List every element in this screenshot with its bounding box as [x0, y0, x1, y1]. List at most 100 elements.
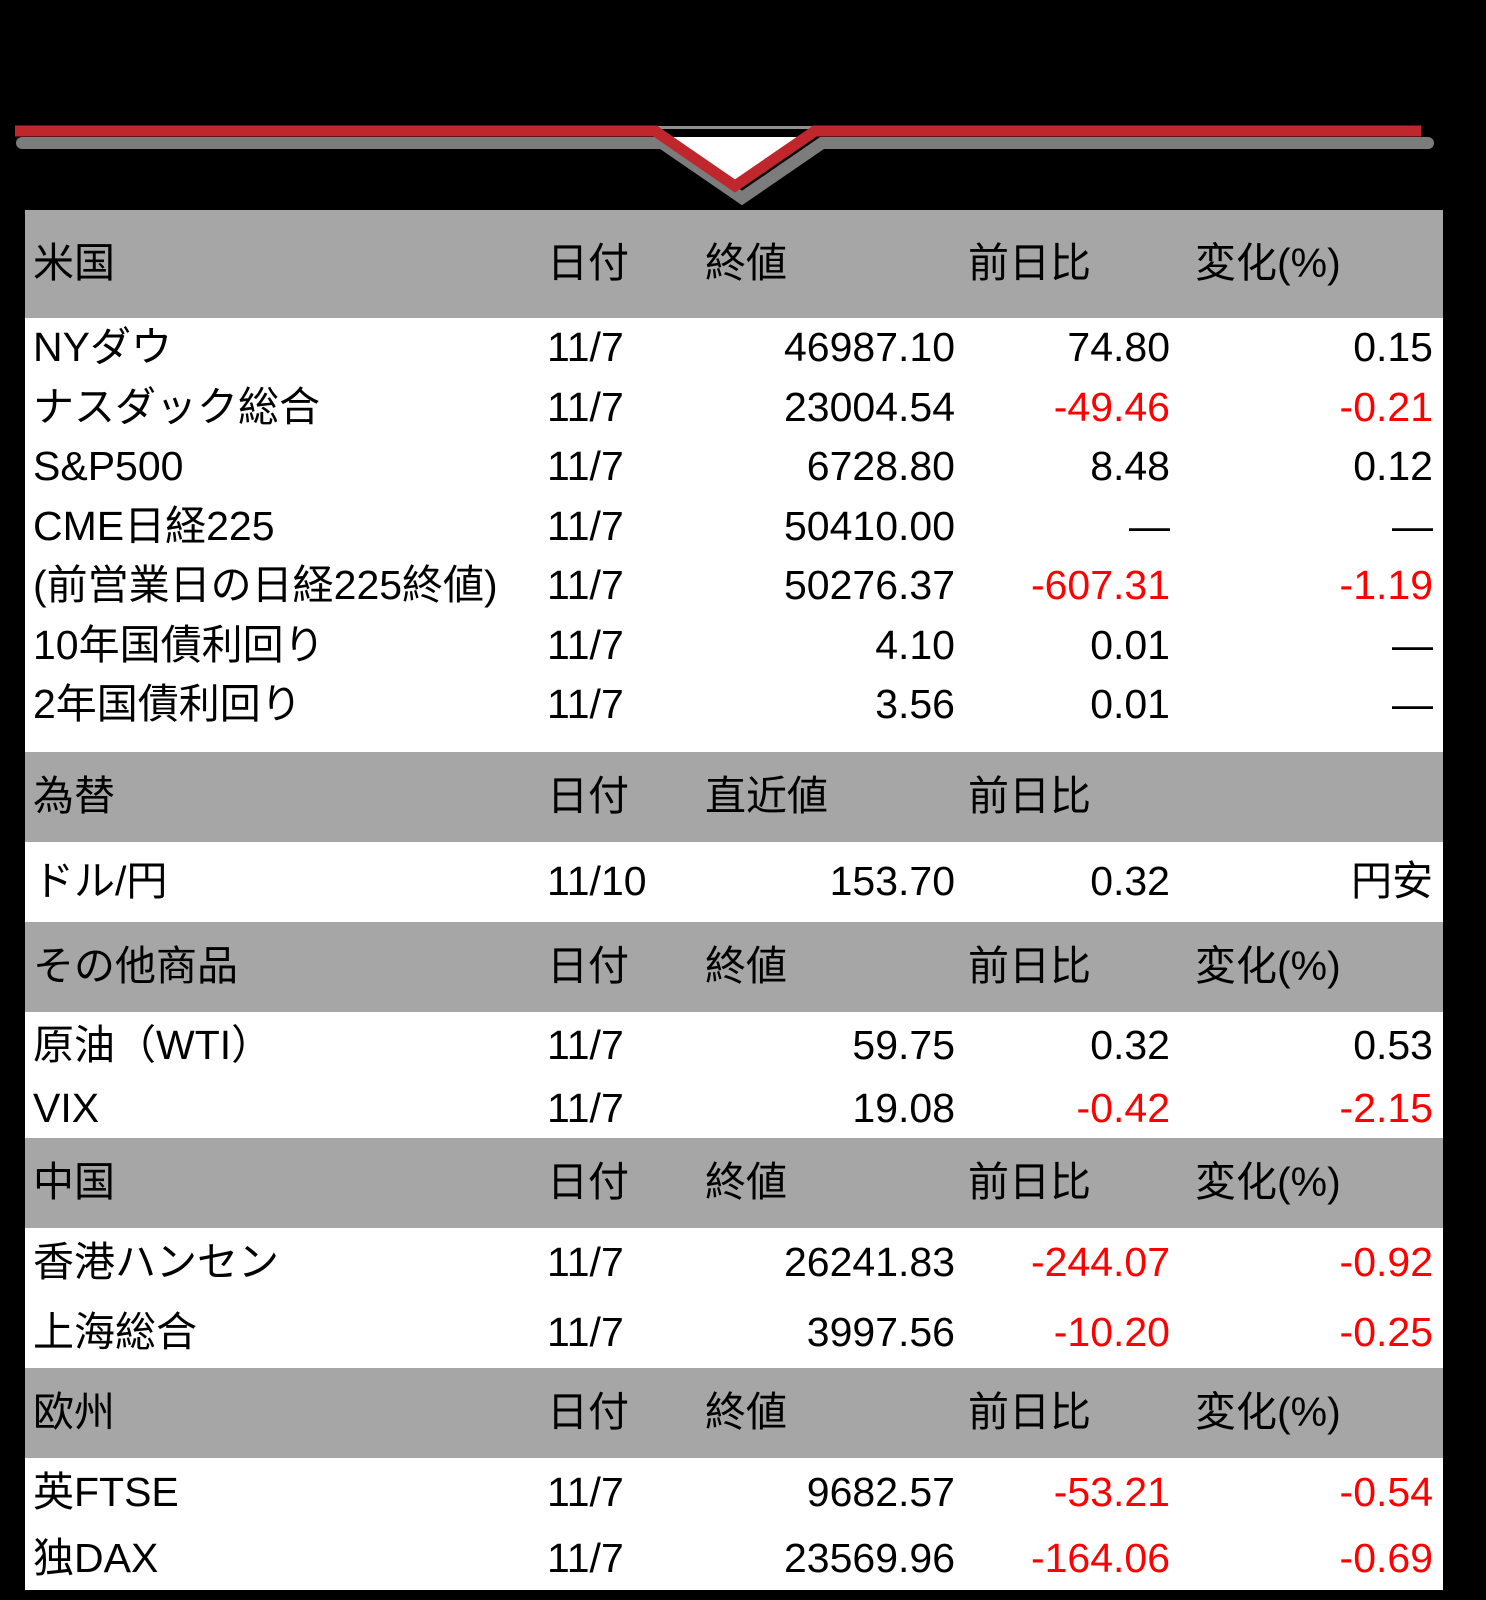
date-cell: 11/7: [547, 502, 624, 549]
pct-cell: -0.21: [1339, 383, 1433, 430]
col-header-date: 日付: [547, 240, 629, 287]
col-header-close: 終値: [705, 1389, 787, 1436]
change-cell: -607.31: [1030, 562, 1170, 609]
top-banner: [0, 0, 1486, 210]
change-cell: 8.48: [1090, 443, 1170, 490]
row-label: S&P500: [33, 443, 184, 490]
close-cell: 50410.00: [783, 502, 955, 549]
close-cell: 4.10: [875, 621, 955, 668]
divider-line-with-chevron: [15, 125, 1434, 206]
table-row: ドル/円 11/10 153.70 0.32 円安: [25, 842, 1443, 922]
table-row: (前営業日の日経225終値) 11/7 50276.37 -607.31 -1.…: [25, 556, 1443, 616]
pct-cell: —: [1392, 621, 1433, 668]
col-header-close: 終値: [705, 240, 787, 287]
date-cell: 11/7: [547, 443, 624, 490]
date-cell: 11/10: [547, 858, 647, 905]
section-header-us: 米国 日付 終値 前日比 変化(%): [25, 210, 1443, 318]
change-cell: 74.80: [1067, 324, 1170, 371]
date-cell: 11/7: [547, 1469, 624, 1516]
close-cell: 3997.56: [806, 1309, 955, 1356]
red-divider-line: [15, 125, 1421, 193]
pct-cell: 0.12: [1353, 443, 1433, 490]
section-title: 欧州: [33, 1389, 115, 1436]
market-data-table: 米国 日付 終値 前日比 変化(%) NYダウ 11/7 46987.10 74…: [25, 210, 1443, 1590]
date-cell: 11/7: [547, 1309, 624, 1356]
change-cell: -244.07: [1030, 1239, 1170, 1286]
pct-cell: 0.15: [1353, 324, 1433, 371]
chevron-notch-fill: [661, 137, 809, 190]
row-label: 2年国債利回り: [33, 681, 302, 728]
close-cell: 26241.83: [783, 1239, 955, 1286]
table-row: 上海総合 11/7 3997.56 -10.20 -0.25: [25, 1298, 1443, 1368]
change-cell: 0.01: [1090, 681, 1170, 728]
row-label: 香港ハンセン: [33, 1239, 279, 1286]
divider-shadow: [16, 137, 1434, 206]
col-header-pct: 変化(%): [1195, 943, 1341, 990]
table-row: 2年国債利回り 11/7 3.56 0.01 —: [25, 675, 1443, 735]
pct-cell: -1.19: [1339, 562, 1433, 609]
table-row: ナスダック総合 11/7 23004.54 -49.46 -0.21: [25, 378, 1443, 438]
close-cell: 46987.10: [783, 324, 955, 371]
row-label: 独DAX: [33, 1535, 159, 1582]
note-cell: 円安: [1351, 858, 1433, 905]
col-header-latest: 直近値: [705, 773, 828, 820]
col-header-change: 前日比: [968, 1159, 1091, 1206]
col-header-change: 前日比: [968, 943, 1091, 990]
date-cell: 11/7: [547, 383, 624, 430]
change-cell: -49.46: [1053, 383, 1170, 430]
row-label: ドル/円: [33, 858, 168, 905]
row-label: 上海総合: [33, 1309, 197, 1356]
col-header-date: 日付: [547, 1159, 629, 1206]
row-label: 原油（WTI）: [33, 1022, 273, 1069]
date-cell: 11/7: [547, 681, 624, 728]
close-cell: 59.75: [852, 1022, 955, 1069]
col-header-date: 日付: [547, 943, 629, 990]
col-header-pct: 変化(%): [1195, 1159, 1341, 1206]
table-row: NYダウ 11/7 46987.10 74.80 0.15: [25, 318, 1443, 378]
date-cell: 11/7: [547, 1535, 624, 1582]
col-header-change: 前日比: [968, 773, 1091, 820]
close-cell: 9682.57: [806, 1469, 955, 1516]
col-header-change: 前日比: [968, 1389, 1091, 1436]
row-label: 英FTSE: [33, 1469, 179, 1516]
row-label: ナスダック総合: [33, 383, 320, 430]
col-header-close: 終値: [705, 1159, 787, 1206]
close-cell: 3.56: [875, 681, 955, 728]
close-cell: 6728.80: [806, 443, 955, 490]
col-header-date: 日付: [547, 1389, 629, 1436]
row-label: CME日経225: [33, 502, 275, 549]
date-cell: 11/7: [547, 324, 624, 371]
col-header-pct: 変化(%): [1195, 1389, 1341, 1436]
change-cell: -53.21: [1053, 1469, 1170, 1516]
table-row: 原油（WTI） 11/7 59.75 0.32 0.53: [25, 1012, 1443, 1080]
col-header-pct: 変化(%): [1195, 240, 1341, 287]
pct-cell: -0.69: [1339, 1535, 1433, 1582]
change-cell: -164.06: [1030, 1535, 1170, 1582]
change-cell: —: [1129, 502, 1170, 549]
close-cell: 19.08: [852, 1085, 955, 1132]
section-header-china: 中国 日付 終値 前日比 変化(%): [25, 1138, 1443, 1228]
pct-cell: -2.15: [1339, 1085, 1433, 1132]
change-cell: 0.32: [1090, 1022, 1170, 1069]
section-header-europe: 欧州 日付 終値 前日比 変化(%): [25, 1368, 1443, 1458]
col-header-date: 日付: [547, 773, 629, 820]
col-header-close: 終値: [705, 943, 787, 990]
table-row: S&P500 11/7 6728.80 8.48 0.12: [25, 437, 1443, 497]
pct-cell: -0.25: [1339, 1309, 1433, 1356]
close-cell: 50276.37: [783, 562, 955, 609]
change-cell: 0.01: [1090, 621, 1170, 668]
row-label: NYダウ: [33, 324, 172, 371]
pct-cell: -0.92: [1339, 1239, 1433, 1286]
date-cell: 11/7: [547, 1022, 624, 1069]
date-cell: 11/7: [547, 1239, 624, 1286]
date-cell: 11/7: [547, 562, 624, 609]
section-header-commodities: その他商品 日付 終値 前日比 変化(%): [25, 922, 1443, 1012]
date-cell: 11/7: [547, 621, 624, 668]
table-row: 英FTSE 11/7 9682.57 -53.21 -0.54: [25, 1458, 1443, 1528]
section-title: 中国: [33, 1159, 115, 1206]
pct-cell: 0.53: [1353, 1022, 1433, 1069]
close-cell: 23004.54: [783, 383, 955, 430]
table-row: VIX 11/7 19.08 -0.42 -2.15: [25, 1080, 1443, 1138]
pct-cell: —: [1392, 681, 1433, 728]
change-cell: -10.20: [1053, 1309, 1170, 1356]
